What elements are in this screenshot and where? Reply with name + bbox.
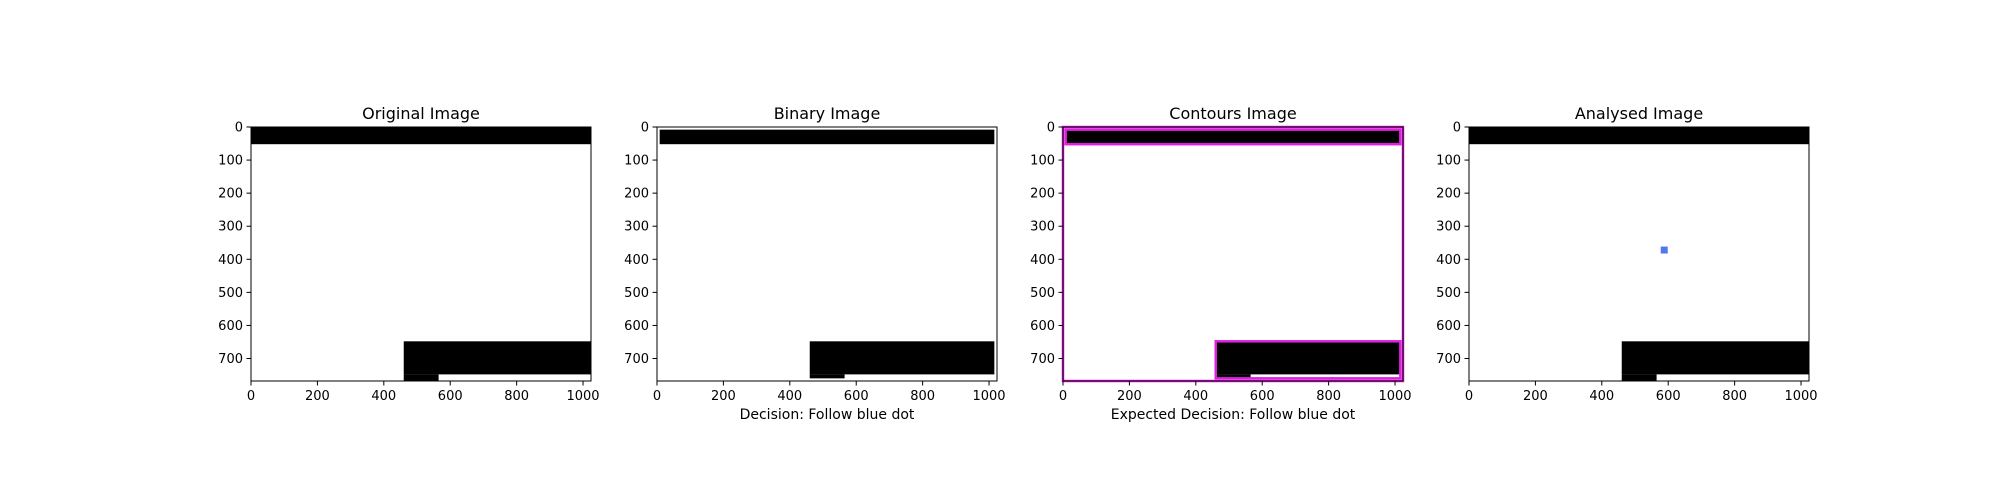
y-tick-label: 200 [624,187,649,202]
y-tick-label: 500 [1030,286,1055,301]
y-tick-label: 100 [1436,154,1461,169]
axes-frame [1062,126,1404,382]
x-tick-label: 800 [910,389,935,404]
black-region [1065,129,1401,145]
black-region [659,129,995,145]
y-tick-label: 600 [218,319,243,334]
y-tick-label: 200 [218,187,243,202]
x-tick-label: 200 [305,389,330,404]
x-tick-label: 600 [438,389,463,404]
y-tick-label: 500 [1436,286,1461,301]
y-tick-label: 300 [218,220,243,235]
x-tick-label: 0 [1059,389,1067,404]
black-region [403,374,439,381]
black-region [809,374,845,379]
y-tick-label: 600 [1436,319,1461,334]
black-region [251,127,591,145]
contour-outline [1214,340,1402,380]
x-tick-label: 0 [653,389,661,404]
image-background [1469,127,1809,381]
y-tick-label: 400 [1436,253,1461,268]
panel-3: 0 200 400 600 800 1000 0 100 200 300 400 500 600 700 C… [1030,104,1411,423]
image-background [657,127,997,381]
black-region [403,341,591,375]
y-tick-label: 600 [1030,319,1055,334]
x-tick-label: 0 [1465,389,1473,404]
black-region [1621,341,1809,375]
y-tick-label: 100 [624,154,649,169]
panel-title: Binary Image [774,104,881,123]
black-region [1215,374,1251,379]
y-tick-label: 600 [624,319,649,334]
y-tick-label: 700 [624,352,649,367]
y-tick-label: 700 [1436,352,1461,367]
x-tick-label: 200 [1523,389,1548,404]
panel-1: 0 200 400 600 800 1000 0 100 200 300 400 500 600 700 O… [218,104,599,404]
contour-outline [1064,128,1402,146]
axes-frame [656,126,998,382]
y-tick-label: 0 [1047,121,1055,136]
x-tick-label: 0 [247,389,255,404]
x-tick-label: 400 [777,389,802,404]
x-tick-label: 1000 [1378,389,1411,404]
panel-title: Contours Image [1169,104,1296,123]
decision-label: Decision: Follow blue dot [740,407,915,423]
x-tick-label: 200 [711,389,736,404]
y-tick-label: 700 [1030,352,1055,367]
black-region [1469,127,1809,145]
x-tick-label: 400 [1183,389,1208,404]
x-tick-label: 200 [1117,389,1142,404]
y-tick-label: 0 [1453,121,1461,136]
y-tick-label: 300 [1030,220,1055,235]
x-tick-label: 600 [1656,389,1681,404]
y-tick-label: 200 [1436,187,1461,202]
decision-label: Expected Decision: Follow blue dot [1111,407,1356,423]
panel-2: 0 200 400 600 800 1000 0 100 200 300 400 500 600 700 B… [624,104,1005,423]
y-tick-label: 0 [235,121,243,136]
x-tick-label: 800 [1316,389,1341,404]
y-tick-label: 400 [218,253,243,268]
y-tick-label: 100 [218,154,243,169]
x-tick-label: 800 [1722,389,1747,404]
axes-frame [250,126,592,382]
y-tick-label: 500 [218,286,243,301]
panel-title: Analysed Image [1575,104,1703,123]
x-tick-label: 800 [504,389,529,404]
black-region [809,341,995,375]
black-region [1215,341,1401,375]
y-tick-label: 400 [624,253,649,268]
image-background [251,127,591,381]
x-tick-label: 600 [1250,389,1275,404]
y-tick-label: 300 [1436,220,1461,235]
y-tick-label: 100 [1030,154,1055,169]
y-tick-label: 300 [624,220,649,235]
x-tick-label: 600 [844,389,869,404]
x-tick-label: 400 [1589,389,1614,404]
y-tick-label: 200 [1030,187,1055,202]
y-tick-label: 700 [218,352,243,367]
x-tick-label: 1000 [566,389,599,404]
y-tick-label: 0 [641,121,649,136]
x-tick-label: 400 [371,389,396,404]
x-tick-label: 1000 [972,389,1005,404]
x-tick-label: 1000 [1784,389,1817,404]
panel-title: Original Image [362,104,480,123]
axes-frame [1468,126,1810,382]
y-tick-label: 400 [1030,253,1055,268]
black-region [1621,374,1657,381]
panel-4: 0 200 400 600 800 1000 0 100 200 300 400 500 600 700 A… [1436,104,1817,404]
image-background [1063,127,1403,381]
blue-dot-marker [1660,246,1668,254]
y-tick-label: 500 [624,286,649,301]
